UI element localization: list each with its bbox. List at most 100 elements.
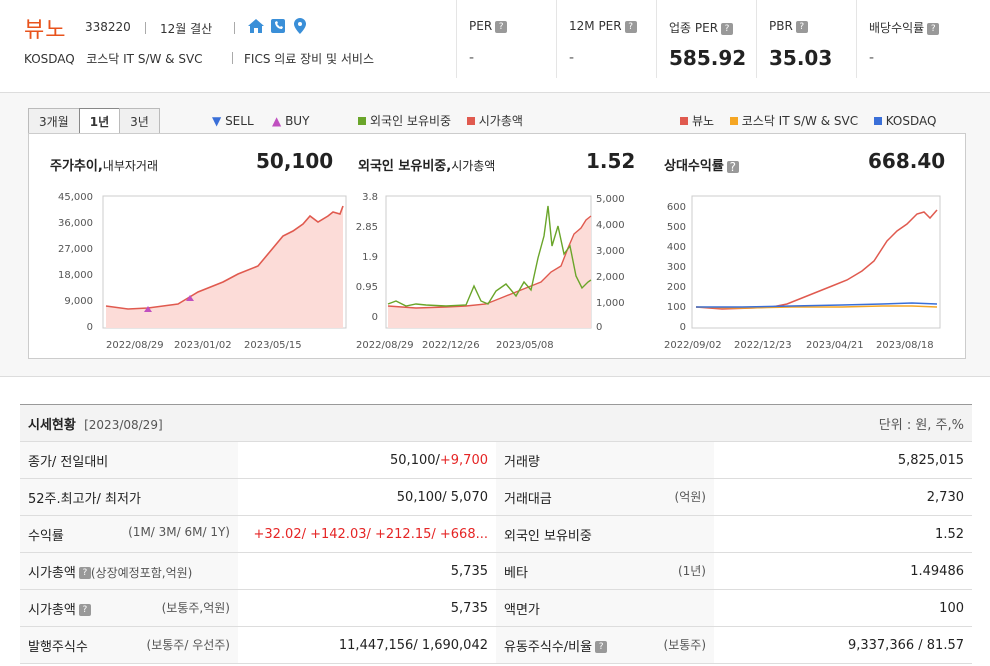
y-tick: 3.8 xyxy=(362,192,378,203)
row-key: 시가총액? (상장예정포함,억원) xyxy=(20,552,238,590)
value-text: 50,100/ xyxy=(390,452,440,468)
row-value: 5,735 xyxy=(238,552,496,590)
y-tick: 600 xyxy=(667,202,686,213)
stock-header: 뷰노 338220 12월 결산 KOSDAQ 코스닥 IT S/W & SVC… xyxy=(0,0,990,78)
metric-value: - xyxy=(869,50,875,66)
table-row: 52주.최고가/ 최저가 50,100/ 5,070 거래대금 (억원) 2,73… xyxy=(20,478,972,516)
row-value: 50,100/ 5,070 xyxy=(238,478,496,516)
marketcap-line xyxy=(387,215,592,309)
table-row: 수익률 (1M/ 3M/ 6M/ 1Y) +32.02/ +142.03/ +21… xyxy=(20,515,972,553)
help-icon[interactable]: ? xyxy=(624,20,637,33)
metric-pbr: PBR? 35.03 xyxy=(756,0,856,78)
key-unit: (1년) xyxy=(677,563,706,578)
x-tick: 2022/12/26 xyxy=(422,340,480,351)
plot-frame xyxy=(691,195,941,329)
metric-industry-per: 업종 PER? 585.92 xyxy=(656,0,756,78)
y-tick: 0 xyxy=(87,322,93,333)
table-unit: 단위 : 원, 주,% xyxy=(496,404,972,442)
key-label: 거래대금 xyxy=(504,491,552,507)
metric-value: - xyxy=(469,50,475,66)
row-key: 유동주식수/비율? (보통주) xyxy=(496,626,714,664)
y2-axis-ticks: 5,000 4,000 3,000 2,000 1,000 0 xyxy=(596,194,625,333)
key-unit: (보통주) xyxy=(663,637,706,652)
row-value: 5,825,015 xyxy=(714,441,972,479)
home-icon[interactable] xyxy=(248,18,264,34)
sell-legend: ▼ SELL xyxy=(212,114,254,128)
y-tick: 18,000 xyxy=(58,270,93,281)
key-label: 종가/ 전일대비 xyxy=(28,454,109,470)
legend-relative: 뷰노 코스닥 IT S/W & SVC KOSDAQ xyxy=(680,112,936,129)
key-label: 외국인 보유비중 xyxy=(504,528,592,544)
row-value: 50,100/+9,700 xyxy=(238,441,496,479)
y-axis-ticks: 3.8 2.85 1.9 0.95 0 xyxy=(356,192,378,323)
y-tick: 27,000 xyxy=(58,244,93,255)
metric-label: 배당수익률 xyxy=(869,21,925,35)
viewno-line xyxy=(695,209,938,310)
help-icon[interactable]: ? xyxy=(927,22,940,35)
help-icon[interactable]: ? xyxy=(721,22,734,35)
table-title-cell: 시세현황 [2023/08/29] xyxy=(20,404,496,442)
help-icon[interactable]: ? xyxy=(495,20,508,33)
tab-1y[interactable]: 1년 xyxy=(78,108,121,134)
x-tick: 2023/05/15 xyxy=(244,340,302,351)
y-tick: 0 xyxy=(372,312,378,323)
help-icon[interactable]: ? xyxy=(78,604,91,616)
header-icons xyxy=(248,18,308,34)
red-square-icon xyxy=(466,116,475,125)
metric-value: - xyxy=(569,50,575,66)
buy-legend: ▲ BUY xyxy=(272,114,309,128)
x-tick: 2023/08/18 xyxy=(876,340,934,351)
help-icon[interactable]: ? xyxy=(78,567,91,579)
buy-triangle-icon: ▲ xyxy=(272,114,282,128)
stock-code: 338220 xyxy=(85,20,131,34)
key-unit: (보통주,억원) xyxy=(161,600,230,615)
buy-label: BUY xyxy=(285,114,310,128)
red-square-icon xyxy=(680,116,688,125)
help-icon[interactable]: ? xyxy=(795,20,808,33)
row-key: 52주.최고가/ 최저가 xyxy=(20,478,238,516)
legend-label: 외국인 보유비중 xyxy=(370,114,452,128)
panel-title: 외국인 보유비중, xyxy=(358,159,452,174)
x-tick: 2022/09/02 xyxy=(664,340,722,351)
legend-foreign: 외국인 보유비중 시가총액 xyxy=(358,112,523,129)
help-icon[interactable]: ? xyxy=(726,160,739,173)
y-tick: 0 xyxy=(680,322,686,333)
green-square-icon xyxy=(358,116,366,125)
metric-label: PBR xyxy=(769,19,793,33)
key-label: 52주.최고가/ 최저가 xyxy=(28,491,141,507)
y-tick: 2.85 xyxy=(356,222,378,233)
y-tick: 45,000 xyxy=(58,192,93,203)
table-row: 시가총액? (상장예정포함,억원) 5,735 베타 (1년) 1.49486 xyxy=(20,552,972,590)
kosdaq-line xyxy=(696,302,938,308)
y2-tick: 5,000 xyxy=(596,194,625,205)
quote-table: 시세현황 [2023/08/29] 단위 : 원, 주,% 종가/ 전일대비 5… xyxy=(20,404,972,664)
table-row: 시가총액? (보통주,억원) 5,735 액면가 100 xyxy=(20,589,972,627)
price-chart: 45,000 36,000 27,000 18,000 9,000 0 2022… xyxy=(58,192,347,351)
phone-icon[interactable] xyxy=(270,18,286,34)
help-icon[interactable]: ? xyxy=(595,641,608,653)
panel-title-relative: 상대수익률? xyxy=(664,155,739,174)
x-tick: 2022/08/29 xyxy=(106,340,164,351)
y-tick: 36,000 xyxy=(58,218,93,229)
y-axis-ticks: 45,000 36,000 27,000 18,000 9,000 0 xyxy=(58,192,93,333)
x-tick: 2023/04/21 xyxy=(806,340,864,351)
y-tick: 100 xyxy=(667,302,686,313)
panel-title-price: 주가추이,내부자거래 xyxy=(50,155,158,174)
metric-label: PER xyxy=(469,19,493,33)
tab-3y[interactable]: 3년 xyxy=(119,108,160,134)
market-label: KOSDAQ 코스닥 IT S/W & SVC xyxy=(24,50,203,67)
price-area xyxy=(106,206,343,328)
legend-label: 뷰노 xyxy=(692,114,715,128)
location-icon[interactable] xyxy=(292,18,308,34)
key-label: 시가총액 xyxy=(28,602,76,618)
y2-tick: 3,000 xyxy=(596,246,625,257)
blue-square-icon xyxy=(873,116,882,125)
sell-triangle-icon: ▼ xyxy=(212,114,222,128)
row-value: 1.52 xyxy=(714,515,972,553)
row-value: 9,337,366 / 81.57 xyxy=(714,626,972,664)
tab-3m[interactable]: 3개월 xyxy=(28,108,80,134)
metric-per: PER? - xyxy=(456,0,556,78)
marketcap-area xyxy=(388,216,591,328)
buy-marker xyxy=(186,295,194,301)
key-label: 유동주식수/비율 xyxy=(504,639,593,655)
